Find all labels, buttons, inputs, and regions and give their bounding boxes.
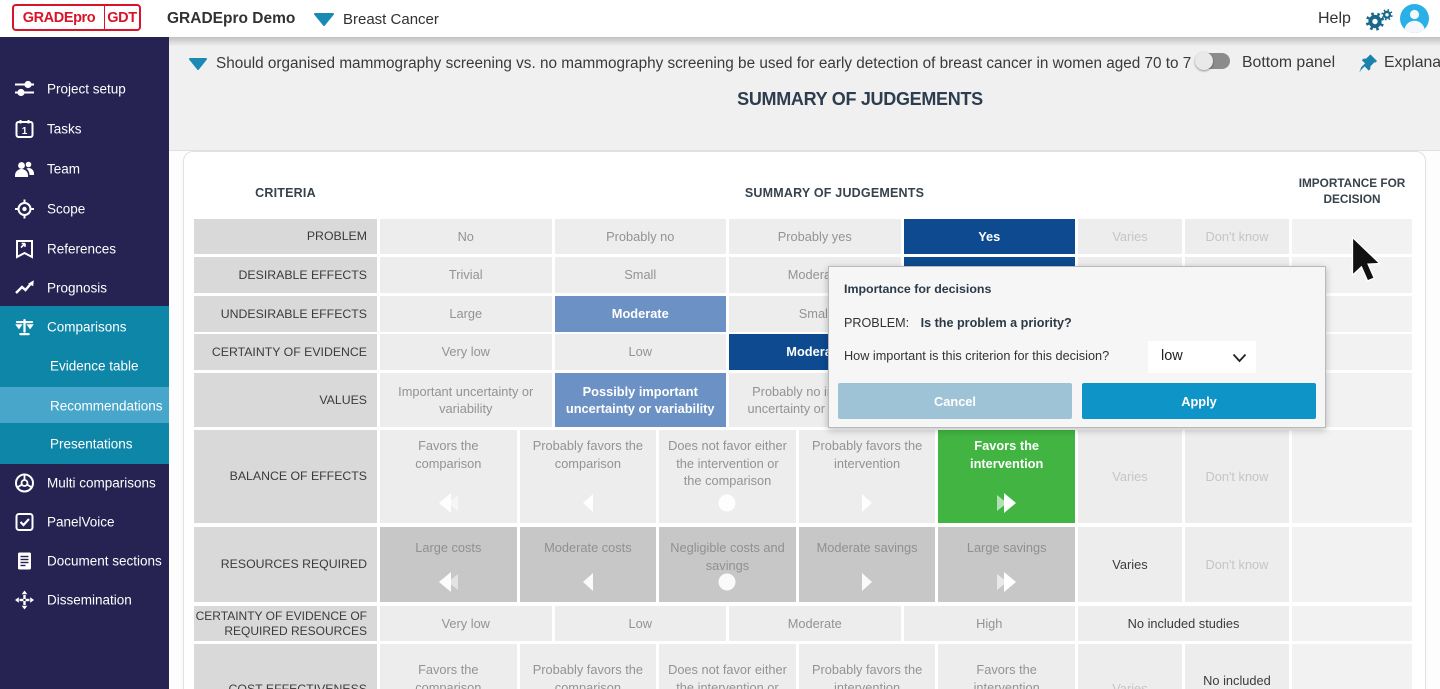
svg-text:1: 1 — [22, 126, 28, 137]
